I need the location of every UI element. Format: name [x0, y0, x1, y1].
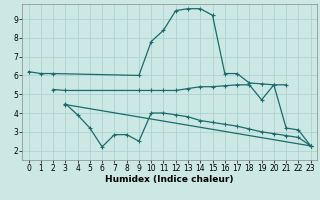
X-axis label: Humidex (Indice chaleur): Humidex (Indice chaleur)	[105, 175, 234, 184]
